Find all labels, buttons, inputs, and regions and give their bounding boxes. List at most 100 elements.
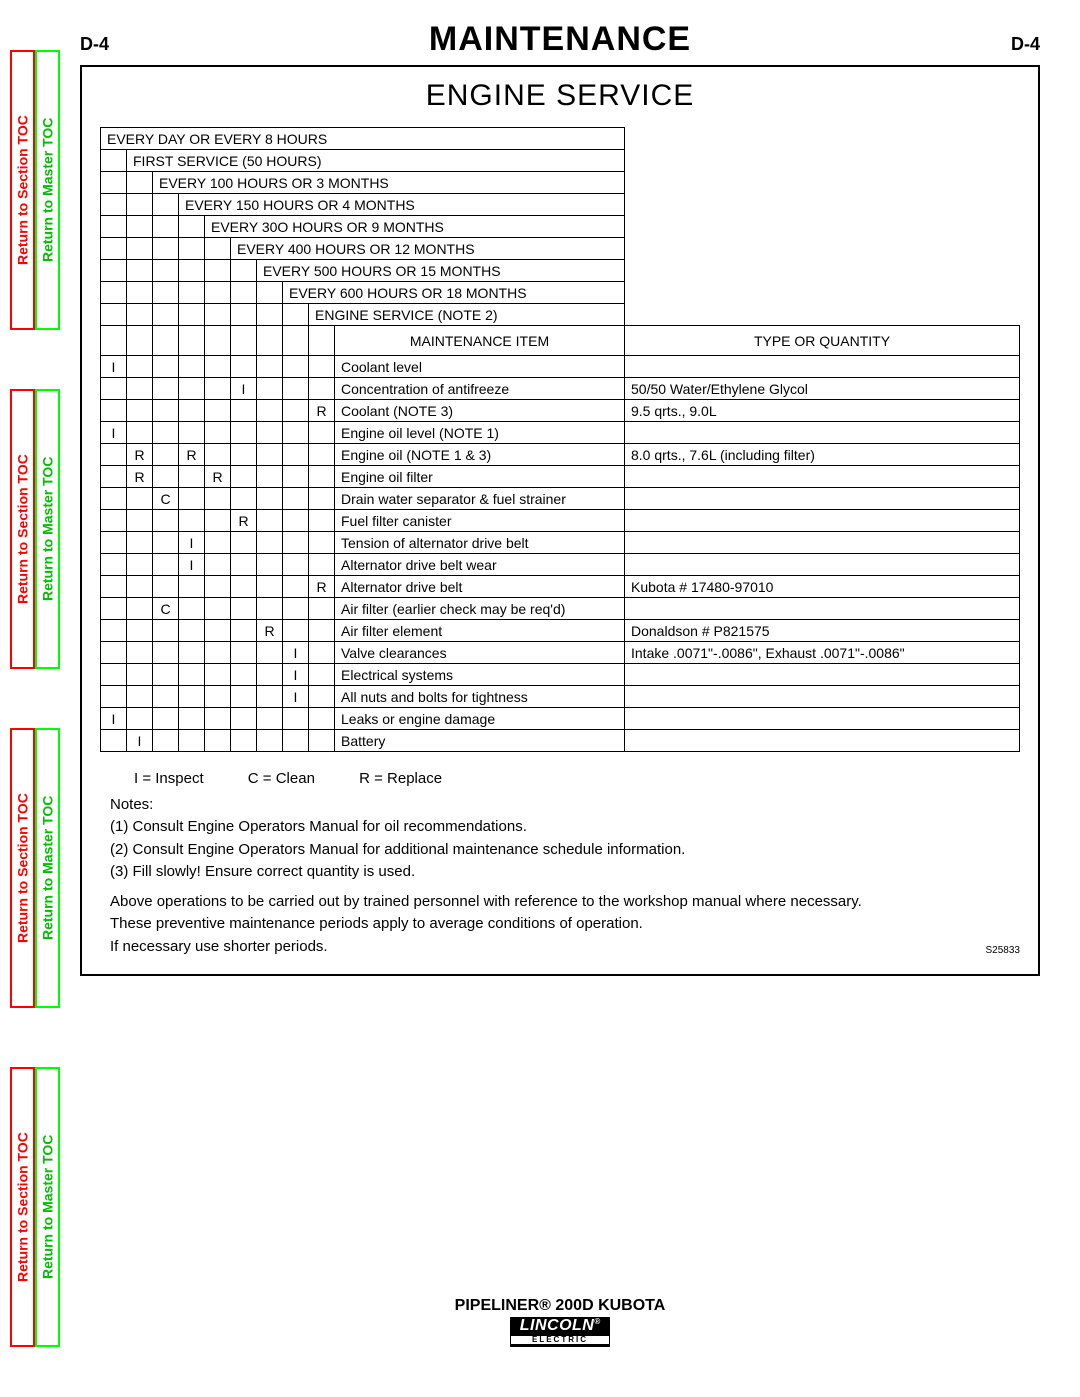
interval-cell	[257, 532, 283, 554]
type-quantity-cell	[625, 488, 1020, 510]
interval-cell	[205, 686, 231, 708]
interval-cell	[153, 510, 179, 532]
interval-cell: R	[205, 466, 231, 488]
page-number-right: D-4	[1011, 34, 1040, 55]
interval-cell	[309, 422, 335, 444]
maintenance-item-cell: Air filter (earlier check may be req'd)	[335, 598, 625, 620]
type-quantity-cell: 9.5 qrts., 9.0L	[625, 400, 1020, 422]
type-quantity-cell: Donaldson # P821575	[625, 620, 1020, 642]
interval-cell	[283, 466, 309, 488]
interval-cell	[309, 642, 335, 664]
interval-header-label: EVERY DAY OR EVERY 8 HOURS	[101, 128, 625, 150]
interval-cell	[205, 378, 231, 400]
interval-cell	[231, 664, 257, 686]
interval-cell	[101, 730, 127, 752]
nav-section-column: Return to Section TOC Return to Section …	[10, 50, 35, 1347]
interval-cell	[309, 488, 335, 510]
logo-line1: LINCOLN	[520, 1317, 595, 1334]
table-row: RCoolant (NOTE 3)9.5 qrts., 9.0L	[101, 400, 1020, 422]
table-row: RFuel filter canister	[101, 510, 1020, 532]
interval-cell: R	[309, 576, 335, 598]
interval-cell	[101, 686, 127, 708]
interval-cell	[179, 356, 205, 378]
interval-cell	[283, 378, 309, 400]
return-master-toc-button[interactable]: Return to Master TOC	[35, 728, 60, 1008]
interval-cell	[101, 554, 127, 576]
return-section-toc-button[interactable]: Return to Section TOC	[10, 50, 35, 330]
interval-cell	[127, 378, 153, 400]
maintenance-item-header: MAINTENANCE ITEM	[335, 326, 625, 356]
interval-cell	[257, 598, 283, 620]
interval-cell	[309, 730, 335, 752]
interval-cell	[257, 510, 283, 532]
maintenance-item-cell: Valve clearances	[335, 642, 625, 664]
table-row: ITension of alternator drive belt	[101, 532, 1020, 554]
logo-reg: ®	[594, 1317, 600, 1326]
interval-cell: I	[127, 730, 153, 752]
interval-cell	[283, 620, 309, 642]
maintenance-item-cell: Alternator drive belt	[335, 576, 625, 598]
interval-cell	[231, 466, 257, 488]
page-header: D-4 MAINTENANCE D-4	[80, 20, 1040, 59]
interval-cell	[127, 642, 153, 664]
interval-cell	[205, 444, 231, 466]
interval-cell	[127, 686, 153, 708]
return-master-toc-button[interactable]: Return to Master TOC	[35, 389, 60, 669]
return-section-toc-button[interactable]: Return to Section TOC	[10, 389, 35, 669]
interval-cell	[153, 422, 179, 444]
interval-cell: R	[309, 400, 335, 422]
table-row: IValve clearancesIntake .0071"-.0086", E…	[101, 642, 1020, 664]
interval-cell	[179, 598, 205, 620]
interval-cell	[231, 730, 257, 752]
interval-cell	[283, 422, 309, 444]
interval-header-label: ENGINE SERVICE (NOTE 2)	[309, 304, 625, 326]
interval-cell: I	[283, 686, 309, 708]
interval-cell	[153, 620, 179, 642]
interval-cell	[127, 422, 153, 444]
interval-cell	[309, 356, 335, 378]
interval-cell	[231, 576, 257, 598]
maintenance-item-cell: Engine oil (NOTE 1 & 3)	[335, 444, 625, 466]
interval-cell	[127, 356, 153, 378]
page-title: MAINTENANCE	[429, 20, 691, 59]
interval-cell	[205, 664, 231, 686]
service-table: EVERY DAY OR EVERY 8 HOURSFIRST SERVICE …	[100, 127, 1020, 752]
interval-cell	[231, 554, 257, 576]
maintenance-item-cell: All nuts and bolts for tightness	[335, 686, 625, 708]
type-quantity-cell	[625, 356, 1020, 378]
interval-cell: C	[153, 598, 179, 620]
content-frame: ENGINE SERVICE EVERY DAY OR EVERY 8 HOUR…	[80, 65, 1040, 976]
interval-cell	[153, 400, 179, 422]
interval-cell	[257, 400, 283, 422]
interval-cell	[101, 378, 127, 400]
interval-header-row: EVERY 500 HOURS OR 15 MONTHS	[101, 260, 1020, 282]
interval-cell: R	[127, 444, 153, 466]
interval-cell	[283, 576, 309, 598]
table-row: IElectrical systems	[101, 664, 1020, 686]
interval-cell	[179, 576, 205, 598]
interval-cell	[127, 708, 153, 730]
return-section-toc-button[interactable]: Return to Section TOC	[10, 728, 35, 1008]
return-master-toc-button[interactable]: Return to Master TOC	[35, 1067, 60, 1347]
interval-cell	[153, 642, 179, 664]
return-master-toc-button[interactable]: Return to Master TOC	[35, 50, 60, 330]
interval-cell	[153, 554, 179, 576]
footnote-line: Above operations to be carried out by tr…	[110, 892, 1020, 912]
interval-cell	[101, 664, 127, 686]
interval-cell	[101, 510, 127, 532]
interval-cell	[101, 444, 127, 466]
interval-header-label: EVERY 600 HOURS OR 18 MONTHS	[283, 282, 625, 304]
interval-cell	[127, 532, 153, 554]
interval-cell	[205, 708, 231, 730]
interval-header-label: EVERY 30O HOURS OR 9 MONTHS	[205, 216, 625, 238]
legend-replace: R = Replace	[359, 770, 442, 787]
interval-cell: I	[101, 708, 127, 730]
table-row: IBattery	[101, 730, 1020, 752]
interval-cell: C	[153, 488, 179, 510]
return-section-toc-button[interactable]: Return to Section TOC	[10, 1067, 35, 1347]
interval-cell	[205, 488, 231, 510]
interval-cell	[257, 642, 283, 664]
interval-cell: I	[231, 378, 257, 400]
interval-cell	[153, 466, 179, 488]
interval-cell	[205, 400, 231, 422]
